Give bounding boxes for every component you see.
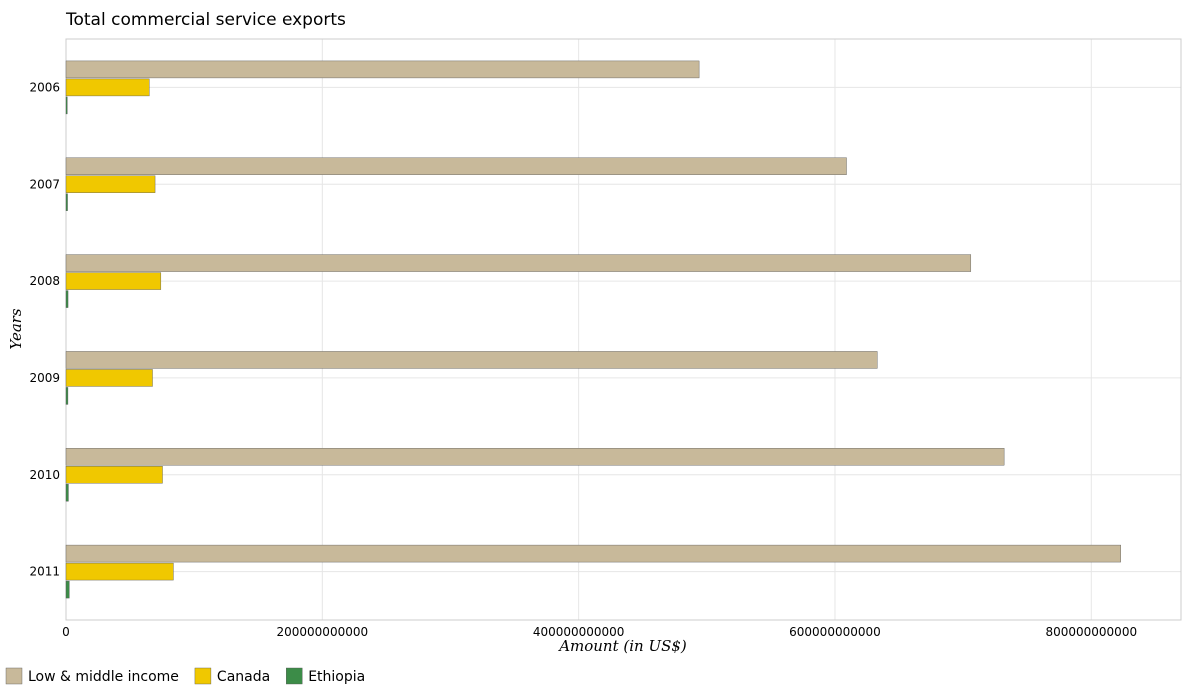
bar-ethiopia-2011 [65,580,70,599]
y-tick-label: 2007 [29,177,60,191]
bar-low-middle-income-2010 [65,448,1005,466]
bar-ethiopia-2009 [65,387,69,405]
y-tick-label: 2011 [29,565,60,579]
bar-ethiopia-2010 [65,484,69,502]
chart-title: Total commercial service exports [65,10,346,30]
bar-canada-2009 [65,369,153,387]
bar-canada-2006 [65,78,150,97]
grid [65,39,1181,620]
bars [65,60,1121,599]
x-tick-label: 0 [62,625,70,639]
bar-low-middle-income-2009 [65,351,878,369]
bar-canada-2008 [65,272,162,290]
y-tick-label: 2010 [29,468,60,482]
bar-low-middle-income-2011 [65,544,1121,563]
legend-swatch [194,667,212,685]
bar-ethiopia-2008 [65,290,69,308]
bar-low-middle-income-2006 [65,60,700,79]
y-ticks: 2006 2007 2008 2009 2010 2011 [29,80,60,578]
bar-low-middle-income-2007 [65,157,847,175]
x-tick-label: 600000000000 [789,625,881,639]
bar-ethiopia-2007 [65,193,68,211]
x-tick-label: 200000000000 [277,625,369,639]
y-tick-label: 2006 [29,80,60,94]
legend-swatch [5,667,23,685]
legend-swatch [286,667,303,685]
x-tick-label: 800000000000 [1045,625,1137,639]
bar-canada-2007 [65,175,156,193]
bar-ethiopia-2006 [65,96,68,115]
plot-area-frame [65,38,1182,621]
bar-canada-2011 [65,562,174,581]
bar-canada-2010 [65,466,163,484]
x-axis-title: Amount (in US$) [557,637,687,655]
y-tick-label: 2009 [29,371,60,385]
y-tick-label: 2008 [29,274,60,288]
y-axis-title: Years [7,308,25,350]
x-ticks: 0 200000000000 400000000000 600000000000 800… [62,625,1137,639]
bar-low-middle-income-2008 [65,254,972,272]
legend-label: Ethiopia [308,669,365,685]
legend: Low & middle income Canada Ethiopia [5,667,365,685]
x-tick-label: 400000000000 [533,625,625,639]
legend-label: Low & middle income [28,669,179,685]
legend-label: Canada [217,669,270,685]
